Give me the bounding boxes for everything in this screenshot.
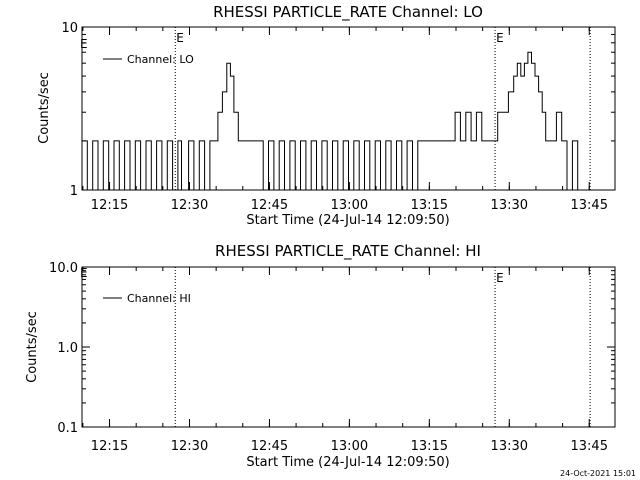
event-marker-label-lo: E xyxy=(496,31,504,45)
chart-title-hi: RHESSI PARTICLE_RATE Channel: HI xyxy=(215,242,481,261)
x-tick-label-lo: 12:15 xyxy=(91,198,128,213)
x-tick-label-hi: 12:45 xyxy=(251,439,288,454)
x-tick-label-hi: 13:30 xyxy=(491,439,528,454)
plot-frame-hi xyxy=(81,266,616,428)
event-markers-hi: E xyxy=(174,267,591,427)
y-axis-label-hi: Counts/sec xyxy=(25,311,40,383)
x-tick-label-lo: 12:30 xyxy=(171,198,208,213)
event-marker-label-lo: E xyxy=(176,31,184,45)
axis-start-label-lo: E xyxy=(80,37,88,51)
chart-title-lo: RHESSI PARTICLE_RATE Channel: LO xyxy=(213,3,483,22)
y-tick-label-lo: 10 xyxy=(61,21,78,36)
series-line-lo xyxy=(82,51,598,191)
y-tick-label-hi: 0.1 xyxy=(57,421,78,436)
y-tick-label-hi: 1.0 xyxy=(57,341,78,356)
x-tick-label-lo: 13:45 xyxy=(571,198,608,213)
x-tick-label-hi: 12:30 xyxy=(171,439,208,454)
legend-label-hi: Channel: HI xyxy=(127,292,191,305)
x-tick-label-hi: 13:45 xyxy=(571,439,608,454)
legend-lo: Channel: LO xyxy=(103,53,194,66)
y-axis-label-lo: Counts/sec xyxy=(37,72,52,144)
chart-panel-hi: RHESSI PARTICLE_RATE Channel: HI 0.1 1.0 1… xyxy=(25,242,616,470)
x-tick-label-hi: 12:15 xyxy=(91,439,128,454)
x-axis-hi: 12:15 12:30 12:45 13:00 13:15 13:30 13:45 xyxy=(82,267,608,454)
x-tick-label-lo: 13:30 xyxy=(491,198,528,213)
y-axis-hi: 0.1 1.0 10.0 xyxy=(49,261,615,436)
footer-timestamp: 24-Oct-2021 15:01 xyxy=(560,469,636,478)
event-marker-label-hi: E xyxy=(496,271,504,285)
x-tick-label-lo: 12:45 xyxy=(251,198,288,213)
x-tick-label-lo: 13:15 xyxy=(411,198,448,213)
legend-hi: Channel: HI xyxy=(103,292,191,305)
x-tick-label-lo: 13:00 xyxy=(331,198,368,213)
y-tick-label-hi: 10.0 xyxy=(49,261,78,276)
legend-label-lo: Channel: LO xyxy=(127,53,194,66)
x-tick-label-hi: 13:15 xyxy=(411,439,448,454)
y-axis-lo: 1 10 xyxy=(61,21,615,199)
x-axis-label-hi: Start Time (24-Jul-14 12:09:50) xyxy=(246,455,449,470)
chart-panel-lo: RHESSI PARTICLE_RATE Channel: LO 1 10 12:… xyxy=(37,3,616,228)
x-tick-label-hi: 13:00 xyxy=(331,439,368,454)
axis-start-label-hi: E xyxy=(80,266,88,280)
x-axis-label-lo: Start Time (24-Jul-14 12:09:50) xyxy=(246,213,449,228)
y-tick-label-lo: 1 xyxy=(70,184,78,199)
x-axis-lo: 12:15 12:30 12:45 13:00 13:15 13:30 13:45 xyxy=(82,27,608,213)
